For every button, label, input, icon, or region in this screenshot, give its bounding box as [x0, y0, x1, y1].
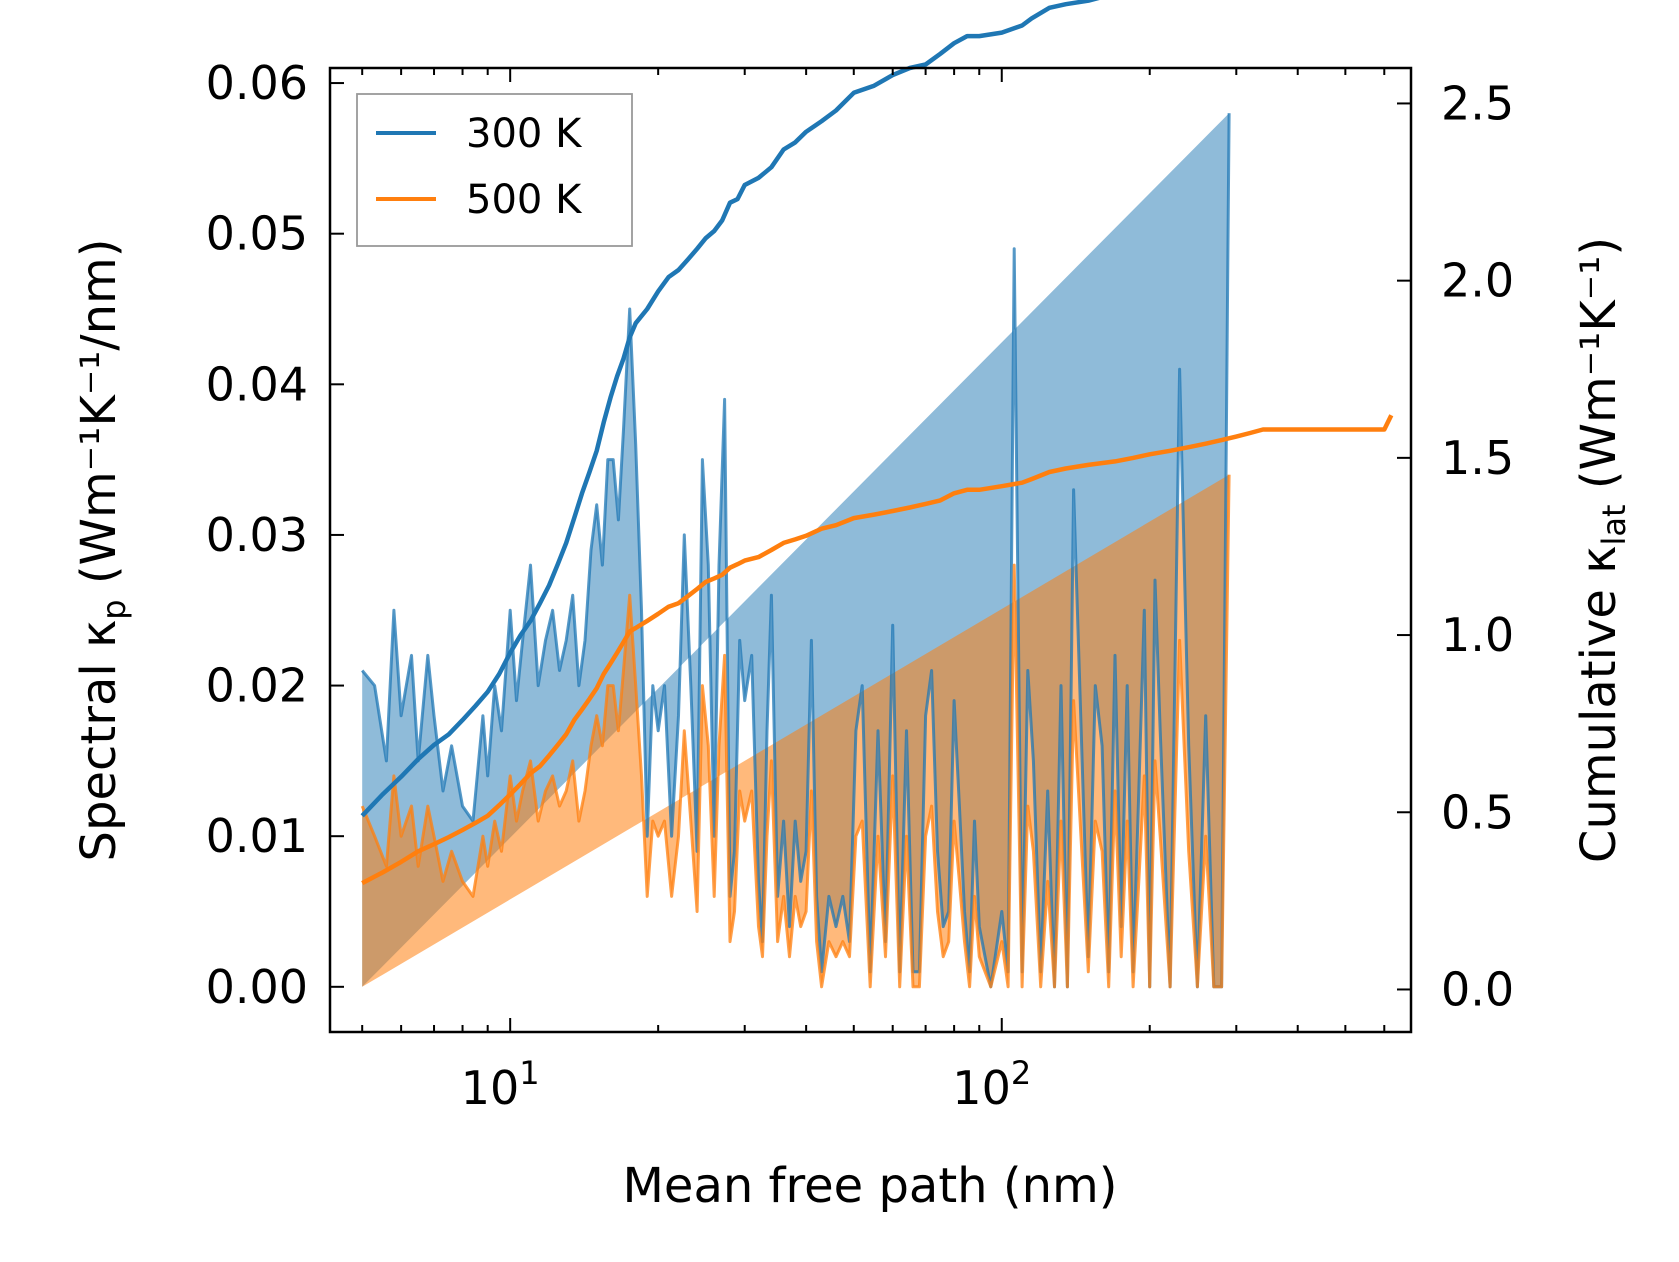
y-right-tick-label: 2.5 [1441, 76, 1514, 130]
y-right-main: Cumulative κ [1571, 546, 1627, 864]
y-right-tick-label: 0.0 [1441, 962, 1514, 1016]
y-left-tick-label: 0.03 [206, 508, 308, 562]
y-left-tick-label: 0.05 [206, 207, 308, 261]
y-left-tick-label: 0.02 [206, 659, 308, 713]
spectral-fill-500k [362, 474, 1230, 987]
y-left-tick-label: 0.04 [206, 357, 308, 411]
legend-label-300k: 300 K [466, 111, 583, 157]
legend-label-500k: 500 K [466, 177, 583, 223]
cumulative-line-300k [360, 0, 1100, 818]
plot-frame [328, 66, 1413, 1034]
cumulative-lines [360, 0, 1394, 886]
axis-ticks [330, 68, 1411, 1032]
y-right-units: (Wm⁻¹K⁻¹) [1571, 237, 1627, 505]
y-left-tick-label: 0.01 [206, 809, 308, 863]
spectral-line-300k [361, 113, 1231, 989]
y-right-tick-label: 0.5 [1441, 785, 1514, 839]
x-tick-label: 101 [461, 1054, 540, 1115]
y-axis-label-left: Spectral κp (Wm⁻¹K⁻¹/nm) [71, 239, 133, 862]
y-left-tick-label: 0.00 [206, 960, 308, 1014]
y-axis-label-right: Cumulative κlat (Wm⁻¹K⁻¹) [1571, 237, 1633, 863]
legend: 300 K 500 K [356, 93, 633, 247]
cumulative-line-500k [361, 414, 1394, 886]
y-right-tick-label: 1.5 [1441, 431, 1514, 485]
axis-tick-labels: 101 102 0.00 0.01 0.02 0.03 0.04 0.05 0.06 0.0 0.5… [206, 56, 1515, 1115]
y-left-units: (Wm⁻¹K⁻¹/nm) [71, 239, 127, 600]
y-right-tick-label: 2.0 [1441, 254, 1514, 308]
y-right-tick-label: 1.0 [1441, 608, 1514, 662]
spectral-lines [360, 113, 1231, 989]
y-right-sub: lat [1595, 505, 1633, 546]
x-tick-label: 102 [952, 1054, 1031, 1115]
spectral-line-500k [360, 474, 1231, 989]
y-left-main: Spectral κ [71, 620, 127, 862]
legend-box [356, 93, 633, 247]
x-axis-label: Mean free path (nm) [623, 1158, 1118, 1214]
y-left-sub: p [95, 599, 133, 619]
y-left-tick-label: 0.06 [206, 56, 308, 110]
